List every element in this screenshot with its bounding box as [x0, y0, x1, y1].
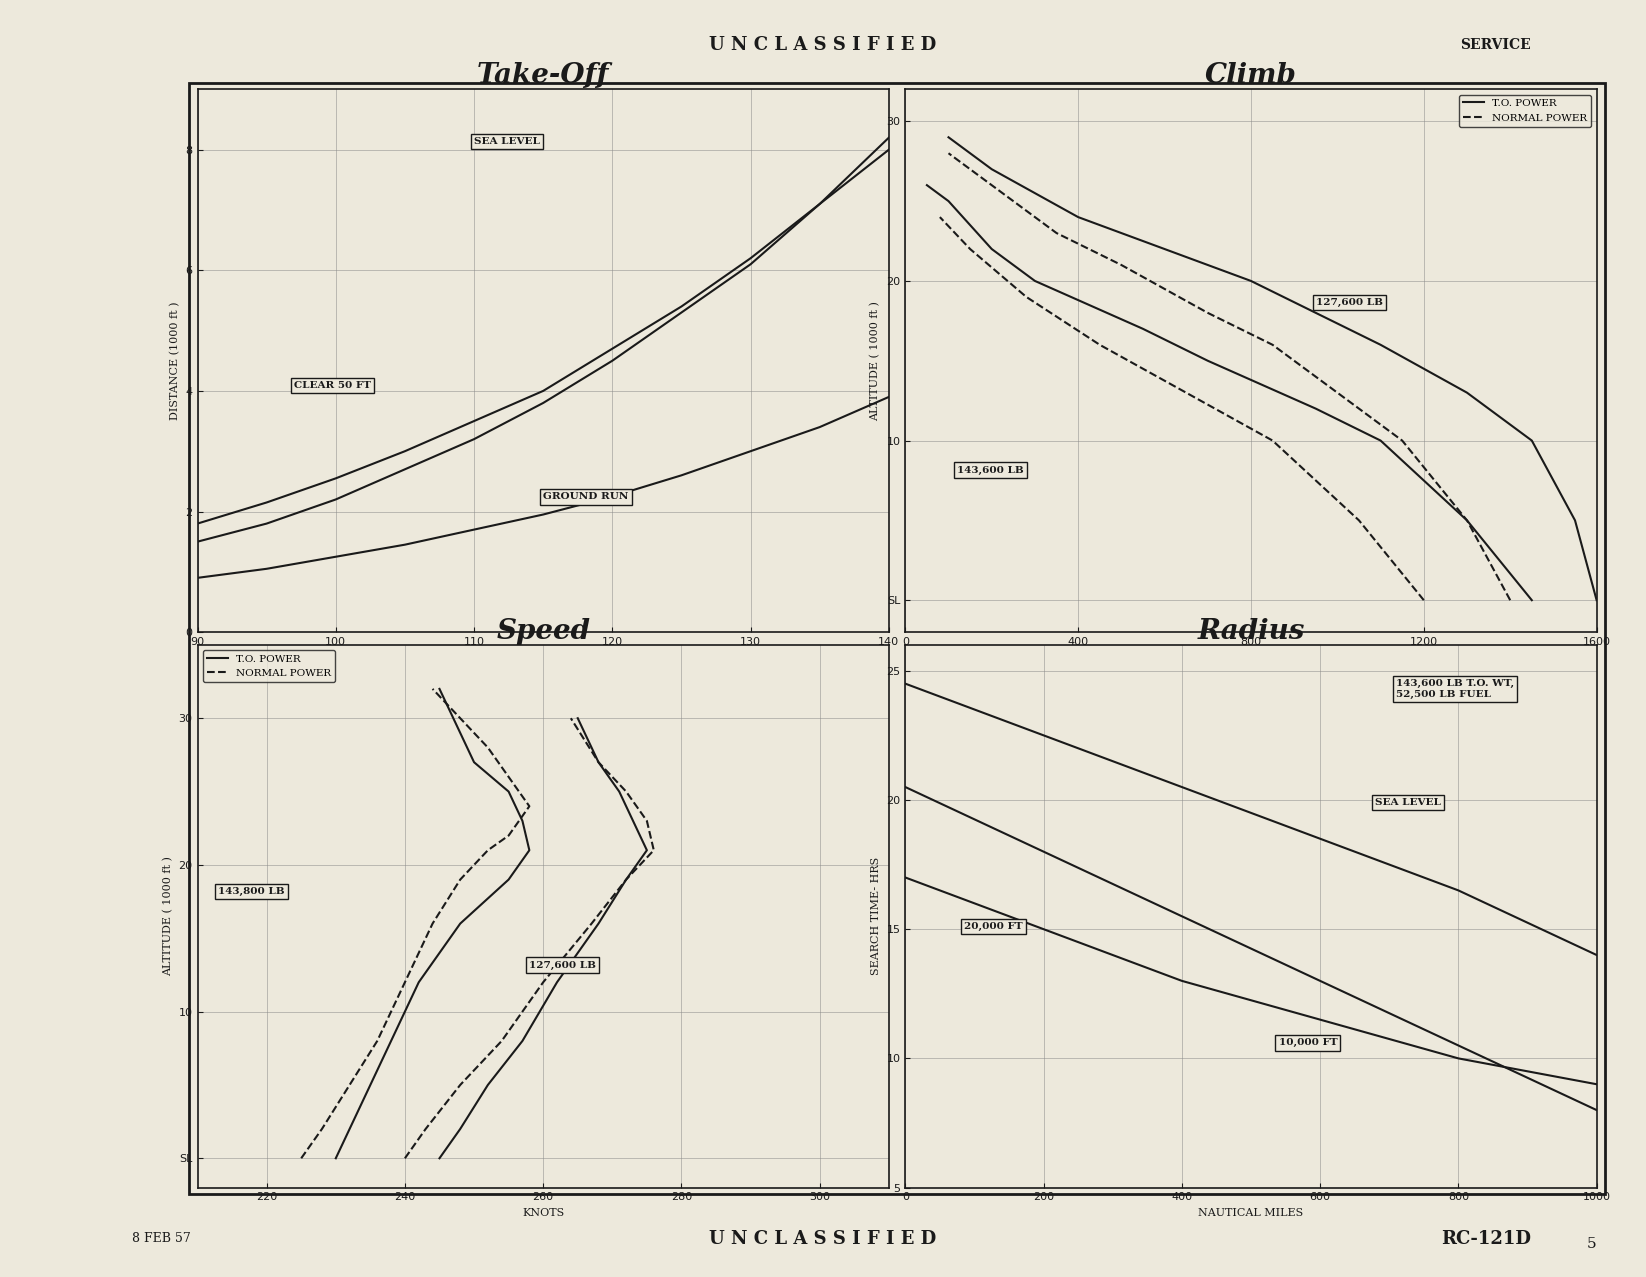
- X-axis label: KNOTS: KNOTS: [522, 1208, 565, 1218]
- Text: 127,600 LB: 127,600 LB: [530, 960, 596, 969]
- Y-axis label: ALTITUDE ( 1000 ft ): ALTITUDE ( 1000 ft ): [163, 857, 173, 976]
- Text: 5: 5: [1587, 1237, 1597, 1251]
- Legend: T.O. POWER, NORMAL POWER: T.O. POWER, NORMAL POWER: [202, 650, 336, 682]
- Text: 143,600 LB T.O. WT,
52,500 LB FUEL: 143,600 LB T.O. WT, 52,500 LB FUEL: [1396, 679, 1514, 699]
- Text: RC-121D: RC-121D: [1440, 1230, 1531, 1248]
- Text: SERVICE: SERVICE: [1460, 38, 1531, 51]
- Y-axis label: DISTANCE (1000 ft ): DISTANCE (1000 ft ): [170, 301, 179, 420]
- X-axis label: RATE OF CLIMB-FT/MIN: RATE OF CLIMB-FT/MIN: [1179, 653, 1323, 663]
- Text: 143,600 LB: 143,600 LB: [956, 466, 1024, 475]
- X-axis label: NAUTICAL MILES: NAUTICAL MILES: [1198, 1208, 1304, 1218]
- X-axis label: GROSS WEIGHT ( 1000 lb ): GROSS WEIGHT ( 1000 lb ): [464, 653, 622, 663]
- Text: SEA LEVEL: SEA LEVEL: [1376, 798, 1442, 807]
- Text: SEA LEVEL: SEA LEVEL: [474, 137, 540, 146]
- Text: 127,600 LB: 127,600 LB: [1315, 298, 1383, 306]
- Text: U N C L A S S I F I E D: U N C L A S S I F I E D: [709, 1230, 937, 1248]
- Text: 143,800 LB: 143,800 LB: [219, 888, 285, 896]
- Title: Speed: Speed: [495, 618, 591, 645]
- Title: Take-Off: Take-Off: [477, 63, 609, 89]
- Text: 10,000 FT: 10,000 FT: [1279, 1038, 1337, 1047]
- Text: CLEAR 50 FT: CLEAR 50 FT: [295, 381, 372, 389]
- Title: Climb: Climb: [1205, 63, 1297, 89]
- Title: Radius: Radius: [1197, 618, 1305, 645]
- Text: U N C L A S S I F I E D: U N C L A S S I F I E D: [709, 36, 937, 54]
- Text: 20,000 FT: 20,000 FT: [965, 922, 1022, 931]
- Legend: T.O. POWER, NORMAL POWER: T.O. POWER, NORMAL POWER: [1458, 94, 1592, 126]
- Y-axis label: ALTITUDE ( 1000 ft ): ALTITUDE ( 1000 ft ): [871, 301, 881, 420]
- Y-axis label: SEARCH TIME- HRS: SEARCH TIME- HRS: [871, 857, 881, 976]
- Text: GROUND RUN: GROUND RUN: [543, 493, 629, 502]
- Text: 8 FEB 57: 8 FEB 57: [132, 1232, 191, 1245]
